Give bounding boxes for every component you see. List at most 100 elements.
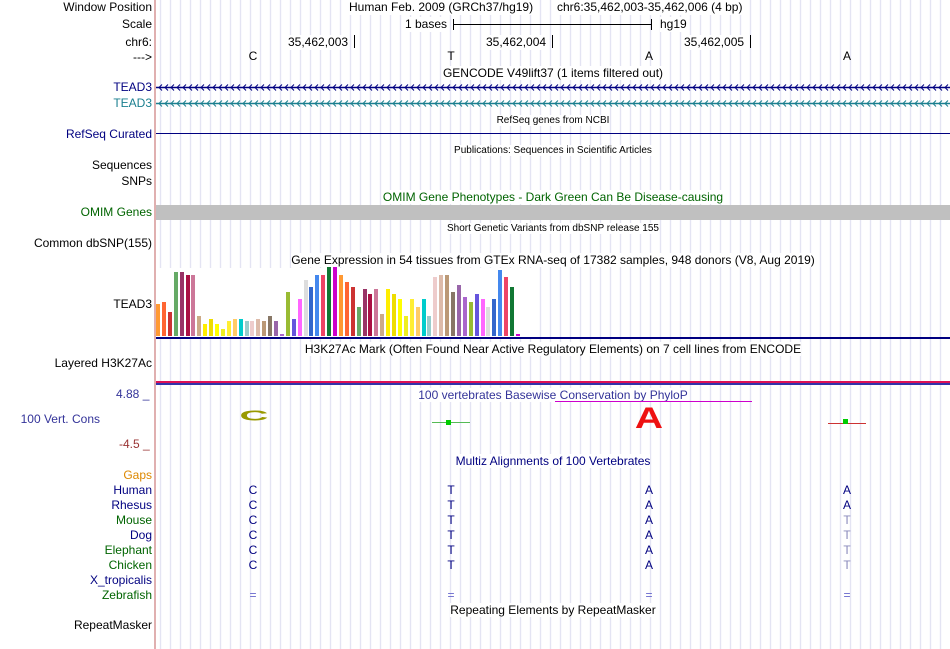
h3k27ac-track-label[interactable]: Layered H3K27Ac xyxy=(54,356,152,370)
gtex-tissue-bar[interactable] xyxy=(168,312,172,336)
omim-track-label[interactable]: OMIM Genes xyxy=(80,205,152,219)
gtex-tissue-bar[interactable] xyxy=(245,321,249,336)
gtex-tissue-bar[interactable] xyxy=(304,280,308,336)
species-label[interactable]: X_tropicalis xyxy=(89,573,152,587)
species-label[interactable]: Mouse xyxy=(115,513,152,527)
gtex-tissue-bar[interactable] xyxy=(398,299,402,336)
gtex-tissue-bar[interactable] xyxy=(492,299,496,336)
gtex-tissue-bar[interactable] xyxy=(327,267,331,336)
dbsnp-track-label[interactable]: Common dbSNP(155) xyxy=(33,236,152,250)
gtex-bar-chart[interactable] xyxy=(156,267,536,338)
h3k27ac-signal-red[interactable] xyxy=(156,381,950,383)
gtex-tissue-bar[interactable] xyxy=(510,287,514,336)
phylop-track-title[interactable]: 100 vertebrates Basewise Conservation by… xyxy=(418,388,688,402)
gtex-tissue-bar[interactable] xyxy=(262,321,266,336)
gaps-label[interactable]: Gaps xyxy=(123,468,152,482)
publications-track-title[interactable]: Publications: Sequences in Scientific Ar… xyxy=(454,145,652,156)
gtex-tissue-bar[interactable] xyxy=(256,319,260,336)
gtex-tissue-bar[interactable] xyxy=(274,321,278,336)
gtex-tissue-bar[interactable] xyxy=(309,287,313,336)
gtex-tissue-bar[interactable] xyxy=(221,329,225,336)
gtex-tissue-bar[interactable] xyxy=(363,289,367,336)
window-position[interactable]: chr6:35,462,003-35,462,006 (4 bp) xyxy=(557,0,743,15)
gtex-tissue-bar[interactable] xyxy=(516,334,520,336)
gtex-track-title[interactable]: Gene Expression in 54 tissues from GTEx … xyxy=(291,253,815,267)
gtex-tissue-bar[interactable] xyxy=(315,275,319,336)
gtex-tissue-bar[interactable] xyxy=(445,275,449,336)
gtex-tissue-bar[interactable] xyxy=(374,289,378,336)
gtex-tissue-bar[interactable] xyxy=(174,272,178,336)
gtex-tissue-bar[interactable] xyxy=(498,270,502,336)
species-label[interactable]: Rhesus xyxy=(111,498,152,512)
gtex-tissue-bar[interactable] xyxy=(191,275,195,336)
gencode-track-title[interactable]: GENCODE V49lift37 (1 items filtered out) xyxy=(442,66,664,80)
gtex-tissue-bar[interactable] xyxy=(298,299,302,336)
gtex-tissue-bar[interactable] xyxy=(463,297,467,336)
species-label[interactable]: Zebrafish xyxy=(101,588,152,602)
gtex-tissue-bar[interactable] xyxy=(203,324,207,336)
publications-sequences-label[interactable]: Sequences xyxy=(91,158,152,172)
omim-feature-bar[interactable] xyxy=(156,205,950,220)
gtex-tissue-bar[interactable] xyxy=(339,275,343,336)
gtex-tissue-bar[interactable] xyxy=(451,292,455,336)
gencode-transcripts[interactable] xyxy=(156,81,950,111)
gtex-tissue-bar[interactable] xyxy=(404,316,408,336)
gtex-tissue-bar[interactable] xyxy=(422,299,426,336)
gtex-tissue-bar[interactable] xyxy=(156,304,160,336)
gtex-tissue-bar[interactable] xyxy=(433,277,437,336)
gtex-tissue-bar[interactable] xyxy=(292,319,296,336)
species-label[interactable]: Human xyxy=(113,483,152,497)
multiz-track-title[interactable]: Multiz Alignments of 100 Vertebrates xyxy=(455,454,651,468)
publications-snps-label[interactable]: SNPs xyxy=(121,174,152,188)
gtex-tissue-bar[interactable] xyxy=(239,319,243,336)
gtex-tissue-bar[interactable] xyxy=(162,302,166,336)
gtex-tissue-bar[interactable] xyxy=(386,289,390,336)
refseq-track-title[interactable]: RefSeq genes from NCBI xyxy=(496,115,610,126)
gtex-tissue-bar[interactable] xyxy=(486,307,490,336)
gtex-tissue-bar[interactable] xyxy=(180,272,184,336)
gencode-item-label[interactable]: TEAD3 xyxy=(113,80,152,94)
gtex-tissue-bar[interactable] xyxy=(380,314,384,336)
gtex-tissue-bar[interactable] xyxy=(439,275,443,336)
gtex-tissue-bar[interactable] xyxy=(469,302,473,336)
gtex-tissue-bar[interactable] xyxy=(268,316,272,336)
repeatmasker-track-title[interactable]: Repeating Elements by RepeatMasker xyxy=(450,603,656,617)
gtex-tissue-bar[interactable] xyxy=(209,319,213,336)
gtex-tissue-bar[interactable] xyxy=(351,287,355,336)
phylop-track-label[interactable]: 100 Vert. Cons xyxy=(20,412,100,426)
gtex-tissue-bar[interactable] xyxy=(186,275,190,336)
phylop-logo[interactable]: C A xyxy=(156,402,950,432)
gtex-tissue-bar[interactable] xyxy=(410,299,414,336)
gtex-tissue-bar[interactable] xyxy=(368,294,372,336)
gtex-tissue-bar[interactable] xyxy=(215,324,219,336)
species-label[interactable]: Chicken xyxy=(108,558,152,572)
gtex-tissue-bar[interactable] xyxy=(357,307,361,336)
gtex-tissue-bar[interactable] xyxy=(457,285,461,336)
omim-track-title[interactable]: OMIM Gene Phenotypes - Dark Green Can Be… xyxy=(382,190,724,204)
dbsnp-track-title[interactable]: Short Genetic Variants from dbSNP releas… xyxy=(447,223,659,234)
refseq-gene-line[interactable] xyxy=(156,133,950,134)
gtex-tissue-bar[interactable] xyxy=(333,267,337,336)
h3k27ac-track-title[interactable]: H3K27Ac Mark (Often Found Near Active Re… xyxy=(304,342,802,356)
repeatmasker-track-label[interactable]: RepeatMasker xyxy=(73,618,152,632)
species-label[interactable]: Dog xyxy=(129,528,152,542)
gtex-tissue-bar[interactable] xyxy=(227,321,231,336)
gtex-tissue-bar[interactable] xyxy=(416,307,420,336)
species-label[interactable]: Elephant xyxy=(104,543,152,557)
gtex-tissue-bar[interactable] xyxy=(392,294,396,336)
gtex-tissue-bar[interactable] xyxy=(504,277,508,336)
gtex-tissue-bar[interactable] xyxy=(427,316,431,336)
gtex-tissue-bar[interactable] xyxy=(233,319,237,336)
gencode-item-label[interactable]: TEAD3 xyxy=(113,96,152,110)
gtex-tissue-bar[interactable] xyxy=(475,294,479,336)
gtex-tissue-bar[interactable] xyxy=(197,316,201,336)
gtex-tissue-bar[interactable] xyxy=(280,334,284,336)
gtex-tissue-bar[interactable] xyxy=(481,299,485,336)
gtex-tissue-bar[interactable] xyxy=(321,275,325,336)
gtex-tissue-bar[interactable] xyxy=(250,321,254,336)
gtex-gene-label[interactable]: TEAD3 xyxy=(113,297,152,311)
gtex-tissue-bar[interactable] xyxy=(345,282,349,336)
gtex-tissue-bar[interactable] xyxy=(286,292,290,336)
h3k27ac-signal-blue[interactable] xyxy=(156,383,950,385)
refseq-track-label[interactable]: RefSeq Curated xyxy=(65,127,152,141)
